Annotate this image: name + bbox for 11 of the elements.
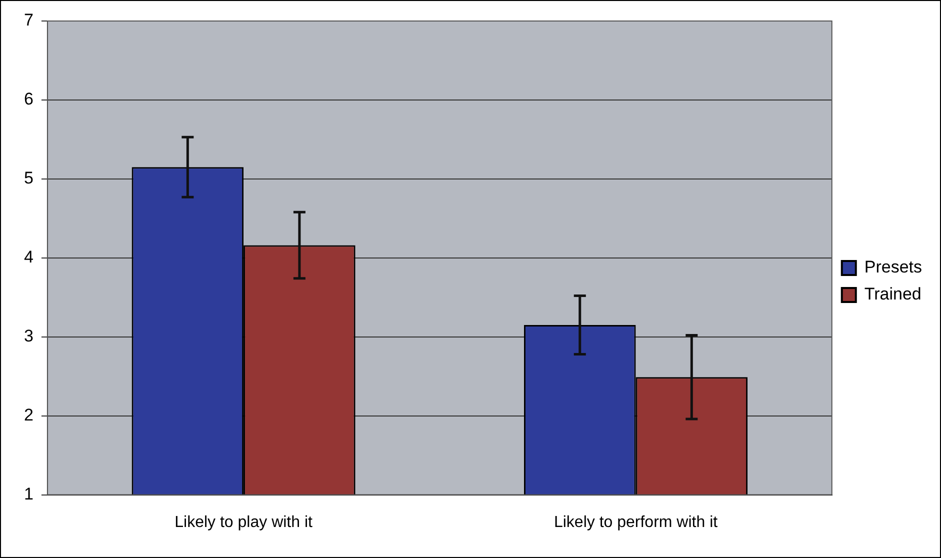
- legend-label: Trained: [864, 284, 922, 304]
- x-tick-label: Likely to perform with it: [554, 514, 718, 531]
- y-tick-label: 4: [24, 248, 34, 267]
- y-tick-label: 7: [24, 10, 34, 30]
- y-tick-label: 2: [24, 406, 34, 425]
- legend-label: Presets: [864, 258, 922, 277]
- y-tick-label: 1: [24, 484, 34, 504]
- y-tick-label: 5: [24, 168, 34, 188]
- y-tick-label: 3: [24, 326, 34, 346]
- x-tick-label: Likely to play with it: [174, 514, 314, 531]
- y-tick-label: 6: [24, 90, 34, 109]
